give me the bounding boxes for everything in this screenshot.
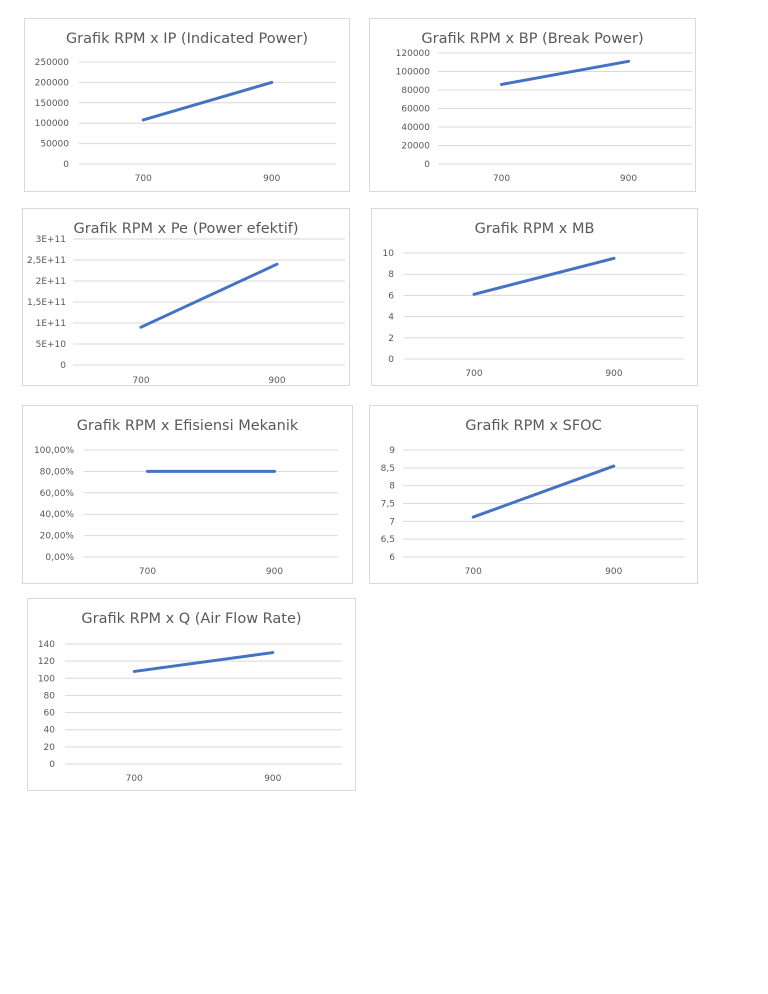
- y-tick-label: 0,00%: [45, 553, 74, 563]
- y-tick-label: 0: [63, 160, 69, 170]
- chart-title: Grafik RPM x IP (Indicated Power): [65, 31, 309, 47]
- x-tick-label: 900: [605, 369, 622, 379]
- y-tick-label: 60,00%: [40, 489, 75, 499]
- y-tick-label: 20,00%: [40, 532, 75, 542]
- y-tick-label: 6,5: [381, 535, 395, 545]
- y-tick-label: 20: [44, 743, 56, 753]
- y-tick-label: 40,00%: [40, 510, 75, 520]
- y-tick-label: 200000: [35, 78, 70, 88]
- plot-area: 0 2 4 6 8 10 700 900: [383, 249, 684, 379]
- x-tick-label: 700: [135, 174, 152, 184]
- plot-area: 0 5E+10 1E+11 1,5E+11 2E+11 2,5E+11 3E+11 700 90…: [27, 235, 345, 386]
- chart-efisiensi-mekanik: Grafik RPM x Efisiensi Mekanik 0,00% 20,0…: [22, 405, 353, 584]
- y-tick-label: 40: [44, 726, 56, 736]
- y-tick-label: 1E+11: [36, 319, 66, 329]
- series-line: [132, 651, 275, 673]
- y-tick-label: 20000: [401, 142, 430, 152]
- y-tick-label: 4: [388, 313, 394, 323]
- x-tick-label: 900: [620, 174, 637, 184]
- x-tick-label: 700: [465, 567, 482, 577]
- y-tick-label: 8: [388, 270, 394, 280]
- y-tick-label: 80000: [401, 86, 430, 96]
- y-tick-label: 0: [60, 361, 66, 371]
- x-tick-label: 700: [465, 369, 482, 379]
- x-tick-label: 700: [493, 174, 510, 184]
- y-tick-label: 80: [44, 691, 56, 701]
- y-tick-label: 250000: [35, 58, 70, 68]
- chart-ip: Grafik RPM x IP (Indicated Power) 0 50000…: [24, 18, 350, 192]
- y-tick-label: 8,5: [381, 464, 395, 474]
- y-tick-label: 150000: [35, 99, 70, 109]
- y-tick-label: 3E+11: [36, 235, 66, 245]
- y-tick-label: 40000: [401, 123, 430, 133]
- y-tick-label: 0: [49, 760, 55, 770]
- y-tick-label: 120000: [396, 49, 431, 59]
- y-tick-label: 2E+11: [36, 277, 66, 287]
- chart-title: Grafik RPM x SFOC: [465, 418, 602, 434]
- chart-title: Grafik RPM x Q (Air Flow Rate): [81, 611, 302, 627]
- x-tick-label: 900: [266, 567, 283, 577]
- x-tick-label: 700: [132, 376, 149, 386]
- y-tick-label: 50000: [40, 140, 69, 150]
- plot-area: 6 6,5 7 7,5 8 8,5 9 700 900: [381, 446, 684, 577]
- y-tick-label: 80,00%: [40, 467, 75, 477]
- y-tick-label: 120: [38, 657, 55, 667]
- chart-title: Grafik RPM x Efisiensi Mekanik: [76, 418, 299, 434]
- y-tick-label: 7: [389, 517, 395, 527]
- chart-title: Grafik RPM x Pe (Power efektif): [73, 221, 299, 237]
- y-tick-label: 5E+10: [36, 340, 67, 350]
- y-tick-label: 0: [424, 160, 430, 170]
- plot-area: 0 20 40 60 80 100 120 140 700 900: [38, 640, 342, 784]
- x-tick-label: 900: [605, 567, 622, 577]
- plot-area: 0 50000 100000 150000 200000 250000 700 900: [35, 58, 336, 184]
- y-tick-label: 6: [389, 553, 395, 563]
- series-line: [471, 464, 616, 519]
- x-tick-label: 700: [139, 567, 156, 577]
- chart-title: Grafik RPM x MB: [474, 221, 595, 237]
- chart-pe: Grafik RPM x Pe (Power efektif) 0 5E+10 1E…: [22, 208, 350, 386]
- plot-area: 0,00% 20,00% 40,00% 60,00% 80,00% 100,00% 700 9…: [34, 446, 338, 577]
- x-tick-label: 900: [268, 376, 285, 386]
- chart-bp: Grafik RPM x BP (Break Power) 0 20000 4000…: [369, 18, 696, 192]
- y-tick-label: 2: [388, 334, 394, 344]
- y-tick-label: 2,5E+11: [27, 256, 66, 266]
- y-tick-label: 100000: [35, 119, 70, 129]
- chart-title: Grafik RPM x BP (Break Power): [421, 31, 644, 47]
- y-tick-label: 100000: [396, 68, 431, 78]
- y-tick-label: 1,5E+11: [27, 298, 66, 308]
- y-tick-label: 100: [38, 674, 55, 684]
- x-tick-label: 900: [264, 774, 281, 784]
- y-tick-label: 0: [388, 355, 394, 365]
- x-tick-label: 700: [126, 774, 143, 784]
- chart-q: Grafik RPM x Q (Air Flow Rate) 0 20 40 60 80…: [27, 598, 356, 791]
- chart-mb: Grafik RPM x MB 0 2 4 6 8 10 700 900: [371, 208, 698, 386]
- y-tick-label: 60000: [401, 105, 430, 115]
- y-tick-label: 7,5: [381, 500, 395, 510]
- y-tick-label: 10: [383, 249, 395, 259]
- series-line: [141, 80, 274, 122]
- x-tick-label: 900: [263, 174, 280, 184]
- y-tick-label: 100,00%: [34, 446, 74, 456]
- series-line: [472, 256, 616, 296]
- series-line: [500, 59, 630, 86]
- y-tick-label: 60: [44, 709, 56, 719]
- chart-sfoc: Grafik RPM x SFOC 6 6,5 7 7,5 8 8,5 9 700 900: [369, 405, 698, 584]
- y-tick-label: 9: [389, 446, 395, 456]
- series-line: [139, 262, 279, 329]
- y-tick-label: 8: [389, 482, 395, 492]
- y-tick-label: 140: [38, 640, 55, 650]
- y-tick-label: 6: [388, 291, 394, 301]
- plot-area: 0 20000 40000 60000 80000 100000 120000 700 900: [396, 49, 692, 184]
